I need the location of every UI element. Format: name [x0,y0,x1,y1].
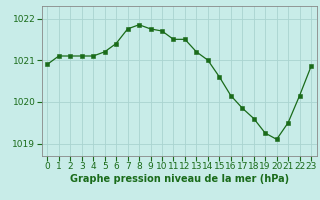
X-axis label: Graphe pression niveau de la mer (hPa): Graphe pression niveau de la mer (hPa) [70,174,289,184]
